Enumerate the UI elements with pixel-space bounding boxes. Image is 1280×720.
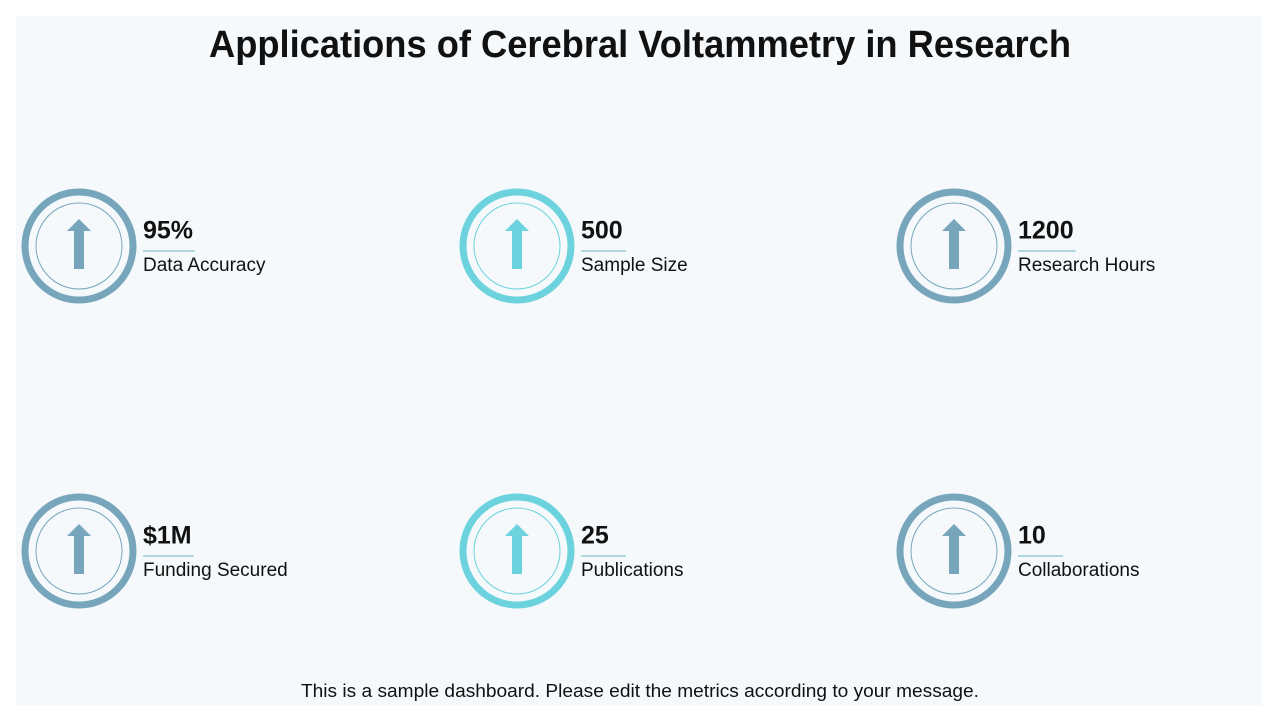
inner-ring [473, 202, 561, 290]
metric-value: 25 [581, 522, 609, 550]
arrow-icon [942, 524, 966, 574]
inner-ring [35, 507, 123, 595]
inner-ring [910, 202, 998, 290]
outer-ring [896, 493, 1012, 609]
arrow-icon [67, 524, 91, 574]
metric-value: 95% [143, 217, 193, 245]
metric-card: 1200 Research Hours [896, 188, 1155, 304]
inner-ring [473, 507, 561, 595]
metric-label: Sample Size [581, 255, 688, 276]
metric-label: Funding Secured [143, 560, 288, 581]
metric-card: 95% Data Accuracy [21, 188, 266, 304]
metric-label: Collaborations [1018, 560, 1139, 581]
metric-label: Research Hours [1018, 255, 1155, 276]
outer-ring [896, 188, 1012, 304]
metric-value: 500 [581, 217, 623, 245]
footer-note: This is a sample dashboard. Please edit … [301, 681, 979, 701]
metric-card: $1M Funding Secured [21, 493, 288, 609]
panel [16, 16, 1262, 705]
outer-ring [459, 188, 575, 304]
outer-ring [459, 493, 575, 609]
metric-value: 10 [1018, 522, 1046, 550]
inner-ring [35, 202, 123, 290]
outer-ring [21, 188, 137, 304]
metric-value: 1200 [1018, 217, 1074, 245]
metric-card: 500 Sample Size [459, 188, 688, 304]
metric-label: Data Accuracy [143, 255, 266, 276]
inner-ring [910, 507, 998, 595]
metric-card: 25 Publications [459, 493, 683, 609]
metric-label: Publications [581, 560, 683, 581]
outer-ring [21, 493, 137, 609]
metric-value: $1M [143, 522, 192, 550]
arrow-icon [67, 219, 91, 269]
title: Applications of Cerebral Voltammetry in … [209, 24, 1071, 66]
metric-card: 10 Collaborations [896, 493, 1139, 609]
arrow-icon [505, 219, 529, 269]
arrow-icon [942, 219, 966, 269]
arrow-icon [505, 524, 529, 574]
